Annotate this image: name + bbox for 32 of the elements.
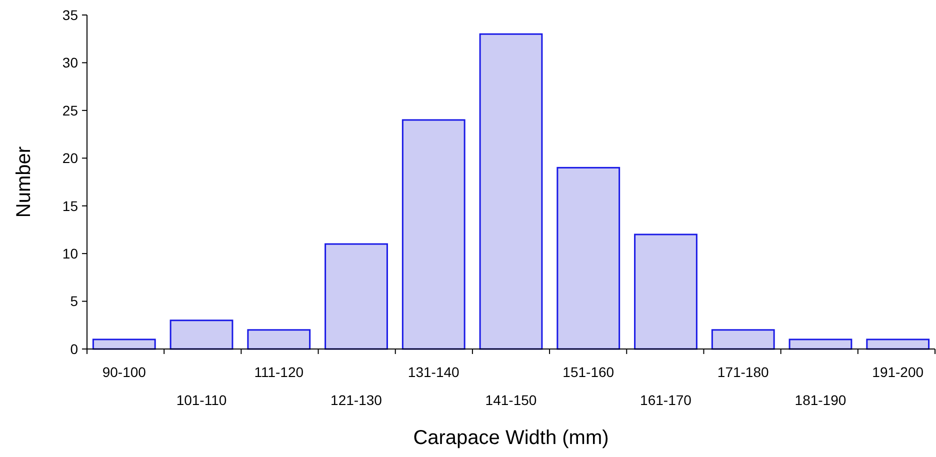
bar	[402, 119, 466, 350]
x-tick-label: 131-140	[408, 364, 460, 380]
bar	[634, 234, 698, 350]
x-tick-label: 191-200	[872, 364, 924, 380]
x-tick-label: 181-190	[794, 392, 846, 408]
x-tick-label: 90-100	[102, 364, 146, 380]
y-tick-label: 10	[62, 245, 78, 262]
y-tick-label: 15	[62, 198, 78, 214]
x-tick-label: 151-160	[562, 364, 614, 380]
x-tick-label: 101-110	[176, 392, 227, 408]
bar	[479, 33, 543, 350]
bar	[866, 338, 930, 350]
bar	[247, 329, 311, 350]
y-tick-label: 35	[62, 6, 78, 23]
y-tick-label: 20	[62, 150, 78, 166]
x-tick-label: 171-180	[717, 364, 770, 380]
bar	[788, 338, 852, 350]
bar	[711, 329, 775, 350]
x-tick-label: 111-120	[254, 364, 304, 380]
x-tick-label: 121-130	[330, 392, 382, 408]
y-axis-title: Number	[13, 146, 35, 218]
bar	[170, 320, 234, 350]
x-tick-label: 161-170	[640, 392, 692, 408]
bar	[92, 338, 156, 350]
bar	[556, 166, 620, 350]
y-tick-label: 0	[70, 340, 78, 357]
bar	[324, 243, 388, 350]
y-tick-label: 5	[70, 293, 78, 310]
y-tick-label: 30	[62, 54, 78, 71]
x-tick-label: 141-150	[485, 392, 537, 408]
y-tick-label: 25	[62, 102, 78, 118]
x-axis-title: Carapace Width (mm)	[413, 427, 609, 449]
